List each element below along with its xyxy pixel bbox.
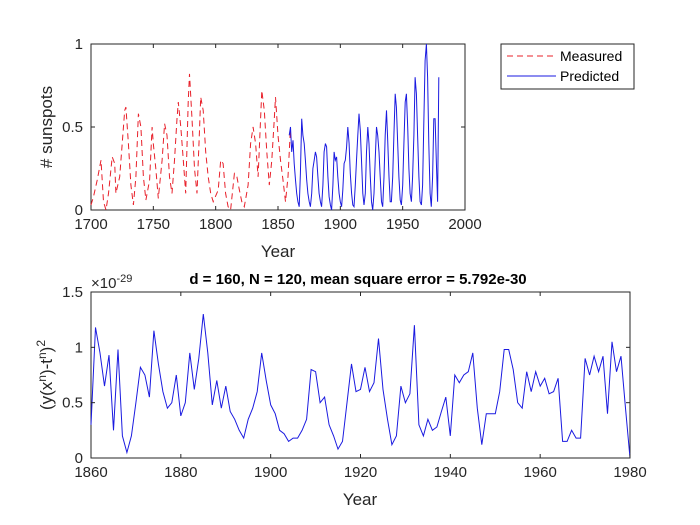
legend-measured-label: Measured bbox=[560, 48, 622, 64]
bottom-plot-area bbox=[90, 291, 631, 459]
bottom-title: d = 160, N = 120, mean square error = 5.… bbox=[189, 271, 526, 288]
top-y-axis-label: # sunspots bbox=[37, 86, 56, 168]
top-y-tick-label: 0.5 bbox=[62, 119, 83, 136]
top-x-tick-label: 1700 bbox=[74, 216, 107, 233]
top-series-line-predicted bbox=[288, 43, 440, 211]
bottom-ticks-group: 1860 1880 1900 1920 1940 1960 1980 0 0.5 1 1.5 bbox=[62, 284, 647, 481]
bottom-x-tick-label: 1940 bbox=[434, 464, 467, 481]
bottom-exponent-label: ×10-29 bbox=[91, 273, 132, 292]
bottom-x-tick-label: 1920 bbox=[344, 464, 377, 481]
top-x-axis-label: Year bbox=[261, 242, 296, 261]
top-chart: 1700 1750 1800 1850 1900 1950 2000 0 0.5 1 Year #… bbox=[37, 36, 635, 261]
bottom-series-group bbox=[90, 314, 631, 459]
bottom-x-tick-label: 1900 bbox=[254, 464, 287, 481]
top-plot-area bbox=[90, 43, 466, 211]
top-y-tick-label: 1 bbox=[75, 36, 83, 53]
bottom-x-tick-label: 1860 bbox=[74, 464, 107, 481]
top-x-tick-label: 1900 bbox=[324, 216, 357, 233]
top-series-group bbox=[90, 43, 440, 212]
bottom-y-tick-label: 1 bbox=[75, 339, 83, 356]
top-x-tick-label: 1950 bbox=[386, 216, 419, 233]
top-x-tick-label: 1850 bbox=[261, 216, 294, 233]
bottom-y-axis-label: (y(xn)-tn)2 bbox=[34, 340, 56, 410]
legend-box bbox=[500, 43, 635, 90]
legend: Measured Predicted bbox=[500, 43, 635, 90]
bottom-x-axis-label: Year bbox=[343, 490, 378, 509]
top-ticks-group: 1700 1750 1800 1850 1900 1950 2000 0 0.5 1 bbox=[62, 36, 482, 233]
bottom-y-tick-label: 0 bbox=[75, 450, 83, 467]
bottom-x-tick-label: 1980 bbox=[613, 464, 646, 481]
bottom-y-tick-label: 0.5 bbox=[62, 395, 83, 412]
bottom-chart: d = 160, N = 120, mean square error = 5.… bbox=[34, 271, 647, 509]
bottom-series-line-0 bbox=[90, 314, 631, 459]
top-series-line-measured bbox=[90, 73, 291, 212]
top-x-tick-label: 1750 bbox=[137, 216, 170, 233]
bottom-x-tick-label: 1960 bbox=[523, 464, 556, 481]
legend-predicted-label: Predicted bbox=[560, 68, 619, 84]
top-x-tick-label: 1800 bbox=[199, 216, 232, 233]
top-x-tick-label: 2000 bbox=[448, 216, 481, 233]
bottom-y-tick-label: 1.5 bbox=[62, 284, 83, 301]
top-y-tick-label: 0 bbox=[75, 202, 83, 219]
bottom-x-tick-label: 1880 bbox=[164, 464, 197, 481]
